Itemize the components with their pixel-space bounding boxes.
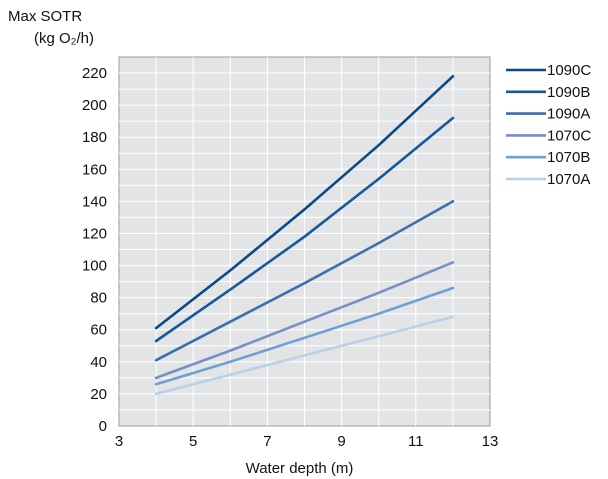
legend-label: 1090B	[547, 84, 590, 101]
legend: 1090C 1090B 1090A 1070C 1070B 1070A	[506, 62, 591, 188]
x-tick-label: 5	[189, 433, 197, 450]
series-line-1070c	[154, 261, 455, 380]
x-tick-labels: 3 5 7 9 11 13	[115, 433, 499, 450]
y-tick-label: 180	[82, 129, 107, 146]
series-line-1090c	[154, 75, 455, 330]
y-tick-label: 120	[82, 225, 107, 242]
y-tick-label: 140	[82, 193, 107, 210]
x-tick-label: 11	[408, 433, 424, 450]
y-tick-label: 100	[82, 258, 107, 275]
y-tick-label: 0	[99, 418, 107, 435]
series-line-1070a	[154, 315, 455, 396]
y-tick-label: 80	[90, 290, 107, 307]
y-tick-label: 20	[90, 386, 107, 403]
legend-label: 1090A	[547, 106, 590, 123]
series-line-1070b	[154, 286, 455, 386]
y-tick-label: 220	[82, 65, 107, 82]
y-axis-unit: (kg O₂/h)	[34, 30, 94, 47]
y-tick-label: 160	[82, 161, 107, 178]
x-tick-label: 13	[482, 433, 499, 450]
y-tick-labels: 0 20 40 60 80 100 120 140 160 180 200 220	[82, 65, 107, 435]
y-tick-label: 40	[90, 354, 107, 371]
series-line-1090a	[154, 200, 455, 362]
y-tick-label: 200	[82, 97, 107, 114]
y-axis-title: Max SOTR	[8, 8, 83, 25]
y-axis-label: Max SOTR (kg O₂/h)	[8, 6, 128, 50]
x-tick-label: 9	[337, 433, 345, 450]
x-tick-label: 3	[115, 433, 123, 450]
series-lines	[154, 75, 455, 396]
series-line-1090b	[154, 116, 455, 343]
legend-label: 1070A	[547, 171, 590, 188]
legend-label: 1070B	[547, 149, 590, 166]
legend-label: 1070C	[547, 127, 591, 144]
x-tick-label: 7	[263, 433, 271, 450]
y-tick-label: 60	[90, 322, 107, 339]
legend-label: 1090C	[547, 62, 591, 79]
x-axis-label: Water depth (m)	[246, 460, 354, 477]
